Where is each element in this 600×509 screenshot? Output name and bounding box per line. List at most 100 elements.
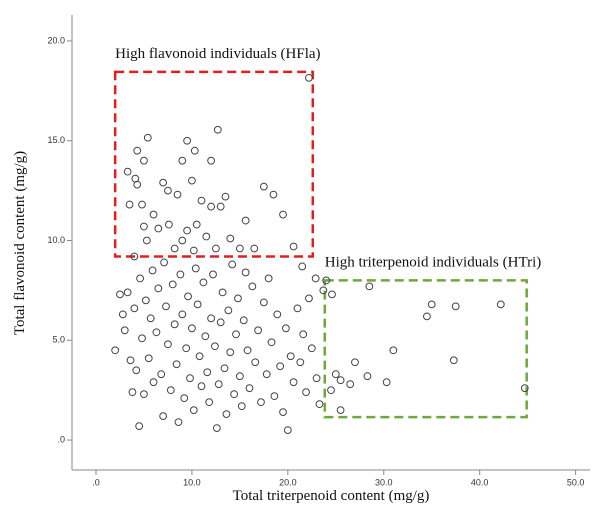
x-tick-label: 20.0: [279, 477, 297, 487]
x-tick-label: 50.0: [567, 477, 585, 487]
point: [279, 408, 287, 417]
point: [164, 186, 172, 195]
point: [173, 190, 182, 199]
point: [118, 310, 127, 319]
point: [195, 352, 204, 361]
point: [289, 378, 298, 387]
point: [232, 330, 240, 339]
point: [346, 380, 355, 389]
point: [312, 374, 321, 383]
point: [322, 276, 331, 285]
point: [211, 342, 219, 351]
point: [140, 222, 148, 231]
point: [144, 354, 153, 363]
point: [423, 312, 431, 321]
point: [125, 200, 134, 209]
point: [164, 220, 173, 229]
point: [365, 282, 374, 291]
point: [259, 182, 268, 191]
point: [282, 324, 290, 333]
point: [315, 400, 324, 409]
point: [133, 180, 142, 189]
point: [286, 352, 295, 361]
point: [170, 244, 179, 253]
point: [269, 190, 278, 199]
point: [235, 372, 244, 381]
point: [224, 306, 233, 315]
point: [160, 258, 168, 267]
point: [235, 244, 244, 253]
point: [241, 216, 250, 225]
point: [264, 274, 273, 283]
point: [133, 146, 142, 155]
point: [289, 242, 298, 251]
point: [299, 330, 308, 339]
point: [207, 314, 215, 323]
point: [138, 334, 146, 343]
x-tick-label: .0: [92, 477, 100, 487]
point: [305, 73, 313, 82]
point: [159, 412, 168, 421]
point: [283, 426, 292, 434]
point: [262, 370, 271, 379]
y-axis-title: Total flavonoid content (mg/g): [12, 151, 28, 335]
x-axis-title: Total triterpenoid content (mg/g): [233, 488, 430, 504]
point: [209, 270, 217, 279]
point: [307, 344, 316, 353]
point: [146, 314, 155, 323]
point: [148, 266, 157, 275]
point: [201, 332, 210, 341]
point: [222, 410, 231, 419]
point: [254, 326, 262, 335]
point: [331, 370, 340, 379]
point: [496, 300, 505, 309]
point: [192, 220, 201, 229]
point: [298, 262, 307, 271]
point: [449, 356, 458, 365]
point: [168, 280, 177, 289]
y-tick-label: 15.0: [47, 135, 65, 145]
point: [197, 382, 206, 391]
point: [174, 418, 183, 427]
point: [273, 310, 282, 319]
point: [211, 244, 220, 253]
point: [186, 374, 194, 383]
point: [184, 292, 192, 301]
y-tick-label: .0: [57, 434, 65, 444]
point: [166, 386, 175, 395]
point: [226, 348, 235, 357]
point: [214, 380, 223, 389]
point: [183, 136, 192, 145]
point: [257, 398, 265, 407]
y-tick-label: 20.0: [47, 35, 65, 45]
point: [189, 246, 198, 255]
point: [328, 290, 336, 299]
point: [250, 244, 259, 253]
point: [351, 358, 359, 367]
point: [251, 358, 260, 367]
point: [241, 268, 250, 277]
point: [178, 156, 187, 165]
region-label: High flavonoid individuals (HFla): [115, 46, 320, 62]
point: [123, 167, 132, 176]
point: [221, 192, 230, 201]
point: [239, 316, 248, 325]
point: [293, 304, 302, 313]
point: [172, 360, 181, 369]
point: [154, 224, 163, 233]
x-tick-label: 10.0: [183, 477, 201, 487]
point: [305, 294, 313, 303]
point: [218, 288, 227, 297]
point: [191, 264, 200, 273]
point: [190, 146, 199, 155]
point: [270, 392, 279, 401]
point: [197, 196, 206, 205]
point: [336, 376, 345, 385]
point: [140, 156, 148, 165]
point: [237, 402, 246, 411]
point: [162, 302, 170, 311]
point: [202, 232, 211, 241]
point: [149, 210, 158, 219]
point: [138, 200, 146, 209]
